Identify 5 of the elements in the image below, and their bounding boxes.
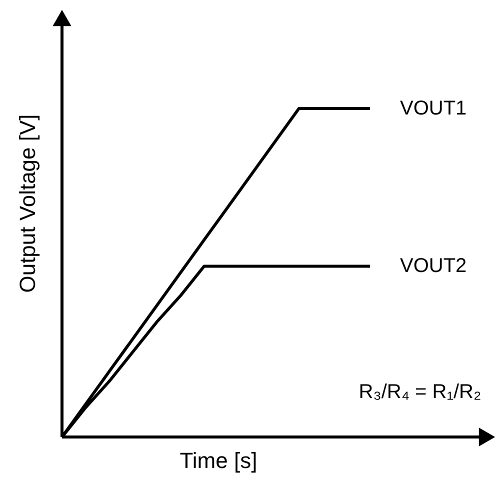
- annotation: R₃/R₄ = R₁/R₂: [358, 381, 482, 403]
- series-label: VOUT2: [400, 255, 467, 278]
- y-axis-title: Output Voltage [V]: [15, 114, 40, 293]
- series-label: VOUT1: [400, 98, 467, 120]
- x-axis-title: Time [s]: [180, 448, 258, 473]
